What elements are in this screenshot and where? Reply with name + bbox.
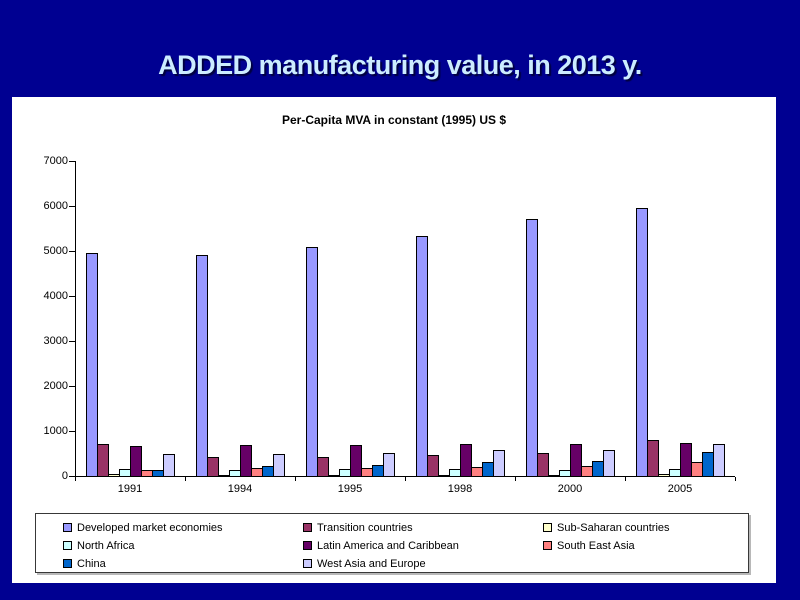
slide-title: ADDED manufacturing value, in 2013 y. bbox=[158, 50, 642, 80]
y-axis-tick bbox=[69, 251, 75, 252]
y-axis-tick-label: 3000 bbox=[43, 335, 68, 347]
legend-swatch-icon bbox=[303, 541, 312, 550]
bar-west-asia-and-europe-2005 bbox=[713, 444, 725, 476]
x-axis-category-label: 1998 bbox=[447, 483, 473, 495]
bar-transition-countries-1994 bbox=[207, 457, 219, 476]
x-axis-category-label: 2005 bbox=[667, 483, 693, 495]
y-axis-tick bbox=[69, 476, 75, 477]
bar-transition-countries-1991 bbox=[97, 444, 109, 476]
bar-transition-countries-2005 bbox=[647, 440, 659, 476]
bar-developed-market-economies-2000 bbox=[526, 219, 538, 476]
y-axis-tick bbox=[69, 296, 75, 297]
bar-west-asia-and-europe-1994 bbox=[273, 454, 285, 476]
bar-west-asia-and-europe-2000 bbox=[603, 450, 615, 476]
y-axis-tick-label: 2000 bbox=[43, 380, 68, 392]
x-axis-tick bbox=[295, 477, 296, 481]
legend-swatch-icon bbox=[303, 523, 312, 532]
y-axis-tick-label: 5000 bbox=[43, 245, 68, 257]
legend-label: Developed market economies bbox=[77, 522, 223, 534]
y-axis bbox=[75, 161, 76, 477]
legend-label: Transition countries bbox=[317, 522, 413, 534]
x-axis-category-label: 1994 bbox=[227, 483, 253, 495]
legend-label: South East Asia bbox=[557, 540, 635, 552]
bar-latin-america-and-caribbean-1998 bbox=[460, 444, 472, 476]
legend-label: West Asia and Europe bbox=[317, 558, 426, 570]
x-axis-tick bbox=[625, 477, 626, 481]
bar-developed-market-economies-1995 bbox=[306, 247, 318, 476]
bar-developed-market-economies-1994 bbox=[196, 255, 208, 476]
legend-label: China bbox=[77, 558, 106, 570]
x-axis-category-label: 1995 bbox=[337, 483, 363, 495]
x-axis-tick bbox=[735, 477, 736, 481]
legend-swatch-icon bbox=[63, 541, 72, 550]
y-axis-tick bbox=[69, 206, 75, 207]
bar-latin-america-and-caribbean-2005 bbox=[680, 443, 692, 476]
x-axis-category-label: 1991 bbox=[117, 483, 143, 495]
x-axis-tick bbox=[75, 477, 76, 481]
legend-swatch-icon bbox=[63, 559, 72, 568]
x-axis-category-label: 2000 bbox=[557, 483, 583, 495]
plot-area: 0 1000 2000 3000 4000 5000 6000 7000 1991 1994 199… bbox=[12, 97, 776, 583]
y-axis-tick bbox=[69, 161, 75, 162]
bar-latin-america-and-caribbean-1995 bbox=[350, 445, 362, 476]
x-axis-tick bbox=[405, 477, 406, 481]
bar-transition-countries-1998 bbox=[427, 455, 439, 476]
legend-label: North Africa bbox=[77, 540, 135, 552]
chart-panel: Per-Capita MVA in constant (1995) US $ 0… bbox=[12, 97, 776, 583]
y-axis-tick bbox=[69, 431, 75, 432]
bar-transition-countries-2000 bbox=[537, 453, 549, 476]
y-axis-tick-label: 0 bbox=[61, 470, 68, 482]
y-axis-tick-label: 4000 bbox=[43, 290, 68, 302]
chart-title: Per-Capita MVA in constant (1995) US $ bbox=[281, 113, 507, 127]
legend-label: Latin America and Caribbean bbox=[317, 540, 459, 552]
y-axis-tick-label: 1000 bbox=[43, 425, 68, 437]
y-axis-tick-label: 6000 bbox=[43, 200, 68, 212]
bar-latin-america-and-caribbean-1994 bbox=[240, 445, 252, 476]
legend-swatch-icon bbox=[543, 523, 552, 532]
bar-west-asia-and-europe-1998 bbox=[493, 450, 505, 476]
bar-latin-america-and-caribbean-2000 bbox=[570, 444, 582, 476]
legend-swatch-icon bbox=[303, 559, 312, 568]
bar-west-asia-and-europe-1995 bbox=[383, 453, 395, 476]
y-axis-tick-label: 7000 bbox=[43, 155, 68, 167]
chart-legend: Developed market economies Transition cou… bbox=[35, 513, 749, 573]
bar-transition-countries-1995 bbox=[317, 457, 329, 476]
bar-developed-market-economies-1998 bbox=[416, 236, 428, 476]
bar-latin-america-and-caribbean-1991 bbox=[130, 446, 142, 476]
bar-developed-market-economies-2005 bbox=[636, 208, 648, 476]
y-axis-tick bbox=[69, 386, 75, 387]
y-axis-tick bbox=[69, 341, 75, 342]
x-axis-tick bbox=[185, 477, 186, 481]
legend-swatch-icon bbox=[543, 541, 552, 550]
legend-label: Sub-Saharan countries bbox=[557, 522, 670, 534]
bar-west-asia-and-europe-1991 bbox=[163, 454, 175, 476]
legend-swatch-icon bbox=[63, 523, 72, 532]
bar-developed-market-economies-1991 bbox=[86, 253, 98, 476]
x-axis-tick bbox=[515, 477, 516, 481]
x-axis bbox=[75, 476, 735, 477]
